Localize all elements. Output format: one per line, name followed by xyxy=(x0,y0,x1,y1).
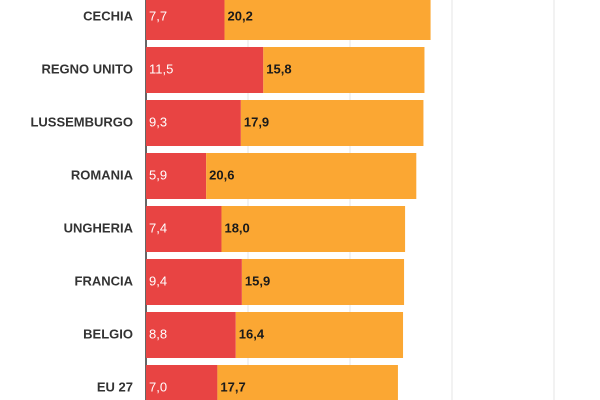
bar-segment-orange xyxy=(263,47,425,93)
data-label: 7,4 xyxy=(149,220,167,235)
data-label: 9,3 xyxy=(149,114,167,129)
bar-segment-orange xyxy=(217,365,398,400)
data-label: 20,6 xyxy=(209,167,234,182)
data-label: 7,7 xyxy=(149,8,167,23)
bar-segment-orange xyxy=(235,312,404,358)
category-label: EU 27 xyxy=(97,379,133,394)
bar-segment-orange xyxy=(221,206,406,252)
category-label: LUSSEMBURGO xyxy=(30,114,133,129)
data-label: 11,5 xyxy=(149,61,173,76)
category-label: REGNO UNITO xyxy=(42,61,134,76)
data-label: 9,4 xyxy=(149,273,167,288)
bar-segment-red xyxy=(146,47,264,93)
category-label: ROMANIA xyxy=(71,167,134,182)
data-label: 17,9 xyxy=(244,114,269,129)
data-label: 15,8 xyxy=(266,61,291,76)
bar-segment-red xyxy=(146,259,242,305)
bar-segment-orange xyxy=(240,100,424,146)
data-label: 18,0 xyxy=(224,220,249,235)
data-label: 20,2 xyxy=(228,8,253,23)
data-label: 17,7 xyxy=(220,379,245,394)
bar-segment-orange xyxy=(241,259,405,305)
category-label: UNGHERIA xyxy=(64,220,134,235)
category-label: CECHIA xyxy=(83,8,133,23)
data-label: 16,4 xyxy=(239,326,265,341)
data-label: 8,8 xyxy=(149,326,167,341)
category-label: BELGIO xyxy=(83,326,133,341)
category-label: FRANCIA xyxy=(75,273,134,288)
bar-segment-orange xyxy=(206,153,417,199)
bar-segment-red xyxy=(146,365,218,400)
labels-layer: CECHIA 7,7 20,2 REGNO UNITO 11,5 15,8 LUSSEMBU… xyxy=(30,8,291,394)
bars-layer xyxy=(146,0,431,400)
data-label: 15,9 xyxy=(245,273,270,288)
data-label: 7,0 xyxy=(149,379,167,394)
bar-segment-red xyxy=(146,206,222,252)
bar-segment-orange xyxy=(224,0,431,40)
bar-segment-red xyxy=(146,153,207,199)
bar-segment-red xyxy=(146,0,225,40)
bar-segment-red xyxy=(146,312,236,358)
data-label: 5,9 xyxy=(149,167,167,182)
bar-segment-red xyxy=(146,100,241,146)
